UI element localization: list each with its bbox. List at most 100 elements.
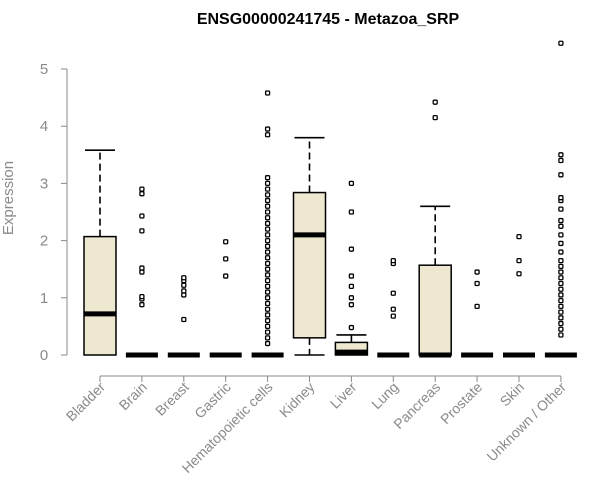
outlier-point bbox=[390, 257, 396, 264]
outlier-point bbox=[432, 114, 438, 121]
outlier-point bbox=[474, 303, 480, 310]
outlier-point bbox=[348, 324, 355, 331]
box-kidney bbox=[292, 136, 327, 356]
outlier-point bbox=[264, 232, 271, 238]
outlier-point bbox=[264, 215, 271, 221]
outlier-point bbox=[558, 298, 564, 304]
outlier-point bbox=[390, 306, 396, 312]
outlier-point bbox=[264, 277, 271, 284]
outlier-point bbox=[264, 255, 271, 261]
outlier-point bbox=[348, 273, 355, 279]
x-tick-label-skin: Skin bbox=[497, 379, 528, 410]
outlier-point bbox=[558, 172, 564, 178]
outlier-point bbox=[558, 309, 564, 315]
outlier-point bbox=[264, 180, 271, 187]
outlier-point bbox=[264, 340, 271, 347]
iqr-box bbox=[418, 264, 452, 356]
x-tick-label-kidney: Kidney bbox=[276, 379, 318, 421]
box-bladder bbox=[83, 149, 117, 356]
x-tick-label-unknown-other: Unknown / Other bbox=[483, 379, 569, 465]
y-tick-label: 1 bbox=[40, 290, 48, 307]
outlier-point bbox=[264, 197, 271, 204]
outlier-point bbox=[558, 275, 564, 281]
x-tick-label-pancreas: Pancreas bbox=[390, 379, 443, 432]
outlier-point bbox=[264, 306, 271, 312]
outlier-point bbox=[558, 286, 564, 292]
outlier-point bbox=[558, 269, 564, 275]
y-tick-label: 5 bbox=[40, 61, 48, 78]
iqr-box bbox=[292, 191, 327, 339]
x-tick-label-liver: Liver bbox=[327, 379, 360, 412]
box-lung bbox=[377, 257, 410, 358]
outlier-point bbox=[558, 195, 564, 201]
outlier-point bbox=[558, 320, 564, 327]
outlier-point bbox=[223, 273, 229, 279]
outlier-point bbox=[558, 157, 564, 164]
y-tick-label: 3 bbox=[40, 175, 48, 192]
outlier-point bbox=[264, 243, 271, 249]
outlier-point bbox=[348, 246, 355, 252]
outlier-point bbox=[558, 232, 564, 238]
box-breast bbox=[167, 275, 200, 358]
y-axis-label: Expression bbox=[0, 161, 17, 235]
outlier-point bbox=[516, 233, 522, 240]
x-tick-label-lung: Lung bbox=[368, 379, 401, 412]
outlier-point bbox=[139, 213, 145, 219]
outlier-point bbox=[474, 280, 480, 287]
box-unknown-other bbox=[544, 40, 577, 358]
outlier-point bbox=[264, 300, 271, 307]
y-axis-ticks: 0 1 2 3 4 5 bbox=[40, 61, 67, 364]
outlier-point bbox=[348, 283, 355, 290]
outlier-point bbox=[264, 192, 271, 198]
box-liver bbox=[334, 180, 369, 356]
outlier-point bbox=[264, 249, 271, 255]
outlier-point bbox=[181, 275, 187, 281]
outlier-point bbox=[264, 329, 271, 335]
outlier-point bbox=[223, 239, 229, 245]
outlier-point bbox=[558, 249, 564, 255]
box-series bbox=[83, 40, 577, 358]
outlier-point bbox=[516, 271, 522, 277]
outlier-point bbox=[181, 288, 187, 294]
outlier-point bbox=[558, 315, 564, 321]
outlier-point bbox=[264, 126, 271, 132]
outlier-point bbox=[348, 295, 355, 301]
box-pancreas bbox=[418, 99, 452, 358]
outlier-point bbox=[264, 266, 271, 272]
outlier-point bbox=[558, 326, 564, 332]
outlier-point bbox=[223, 256, 229, 262]
outlier-point bbox=[264, 220, 271, 227]
outlier-point bbox=[558, 257, 564, 264]
outlier-point bbox=[139, 265, 145, 271]
outlier-point bbox=[181, 316, 187, 323]
outlier-point bbox=[139, 302, 145, 308]
iqr-box bbox=[83, 235, 117, 356]
outlier-point bbox=[264, 209, 271, 215]
outlier-point bbox=[558, 292, 564, 298]
outlier-point bbox=[139, 294, 145, 300]
outlier-point bbox=[348, 302, 355, 308]
outlier-point bbox=[558, 206, 564, 212]
outlier-point bbox=[139, 186, 145, 192]
outlier-point bbox=[264, 203, 271, 209]
outlier-point bbox=[264, 90, 271, 96]
box-prostate bbox=[461, 269, 494, 358]
outlier-point bbox=[348, 209, 355, 215]
outlier-point bbox=[264, 175, 271, 181]
outlier-point bbox=[348, 180, 355, 187]
y-tick-label: 2 bbox=[40, 233, 48, 250]
outlier-point bbox=[516, 257, 522, 264]
outlier-point bbox=[390, 313, 396, 319]
box-hematopoietic-cells bbox=[251, 90, 284, 358]
outlier-point bbox=[558, 263, 564, 269]
outlier-point bbox=[558, 152, 564, 158]
outlier-point bbox=[264, 237, 271, 244]
y-tick-label: 0 bbox=[40, 347, 48, 364]
box-skin bbox=[503, 233, 535, 358]
outlier-point bbox=[558, 240, 564, 247]
outlier-point bbox=[558, 217, 564, 224]
outlier-point bbox=[264, 283, 271, 290]
outlier-point bbox=[264, 272, 271, 278]
